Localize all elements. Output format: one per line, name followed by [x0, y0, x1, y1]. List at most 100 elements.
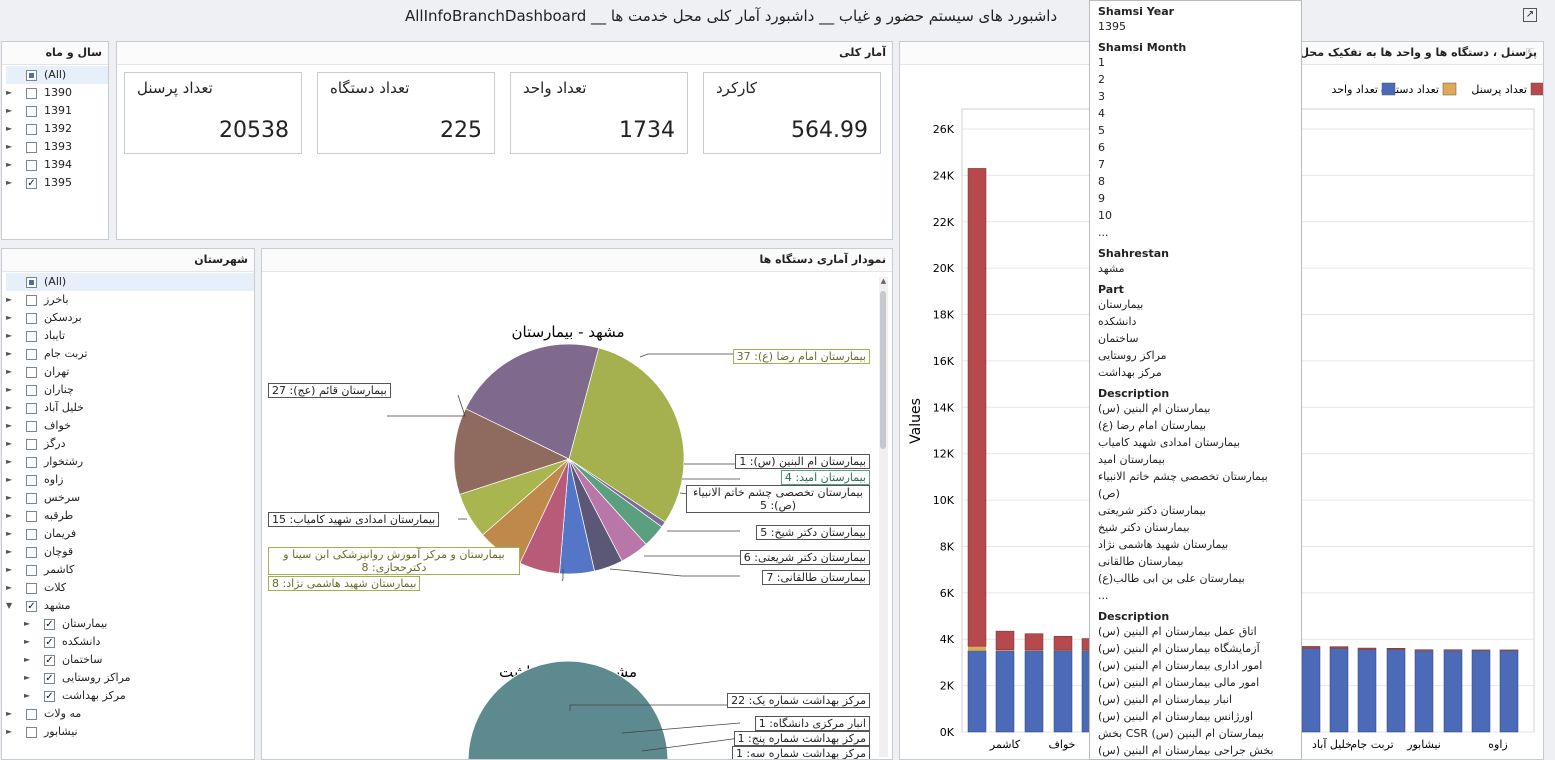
- tree-item[interactable]: ► چناران: [6, 381, 254, 399]
- checkbox[interactable]: [26, 709, 37, 720]
- tree-item[interactable]: ► فریمان: [6, 525, 254, 543]
- expand-arrow-icon[interactable]: ►: [6, 439, 13, 448]
- checkbox[interactable]: [26, 439, 37, 450]
- checkbox[interactable]: [26, 511, 37, 522]
- tree-item[interactable]: ► 1391: [6, 102, 108, 120]
- checkbox[interactable]: [26, 331, 37, 342]
- checkbox[interactable]: [26, 70, 37, 81]
- bar-segment-units[interactable]: [1386, 649, 1406, 733]
- tree-item[interactable]: ► تهران: [6, 363, 254, 381]
- tree-item[interactable]: ► ✓ بیمارستان: [24, 615, 254, 633]
- checkbox[interactable]: [26, 349, 37, 360]
- pie-slice[interactable]: [467, 660, 669, 760]
- bar-segment-units[interactable]: [967, 650, 987, 733]
- checkbox[interactable]: [26, 385, 37, 396]
- bar-segment-units[interactable]: [1357, 649, 1377, 733]
- expand-arrow-icon[interactable]: ►: [6, 349, 13, 358]
- checkbox[interactable]: [26, 583, 37, 594]
- tree-item[interactable]: ► 1390: [6, 84, 108, 102]
- tree-item[interactable]: ► ✓ ساختمان: [24, 651, 254, 669]
- expand-arrow-icon[interactable]: ►: [6, 142, 13, 151]
- tree-item[interactable]: ► 1393: [6, 138, 108, 156]
- bar-segment-units[interactable]: [1414, 650, 1434, 733]
- checkbox[interactable]: [26, 493, 37, 504]
- checkbox[interactable]: [26, 565, 37, 576]
- tree-item[interactable]: (All): [6, 66, 108, 84]
- checkbox[interactable]: [26, 124, 37, 135]
- expand-arrow-icon[interactable]: ►: [6, 475, 13, 484]
- expand-arrow-icon[interactable]: ►: [24, 673, 31, 682]
- tree-item[interactable]: ► زاوه: [6, 471, 254, 489]
- pie-slice[interactable]: [465, 343, 600, 460]
- tree-item[interactable]: ▼ ✓ مشهد: [6, 597, 254, 615]
- tree-item[interactable]: ► تایباد: [6, 327, 254, 345]
- bar-segment-devices[interactable]: [1054, 650, 1072, 651]
- tree-item[interactable]: ► باخرز: [6, 291, 254, 309]
- tree-item[interactable]: ► تربت جام: [6, 345, 254, 363]
- checkbox[interactable]: [26, 277, 37, 288]
- expand-arrow-icon[interactable]: ►: [6, 493, 13, 502]
- checkbox[interactable]: [26, 403, 37, 414]
- tree-item[interactable]: ► رشتخوار: [6, 453, 254, 471]
- expand-arrow-icon[interactable]: ►: [6, 547, 13, 556]
- expand-arrow-icon[interactable]: ►: [6, 709, 13, 718]
- bar-segment-units[interactable]: [1301, 648, 1321, 733]
- tree-item[interactable]: ► ✓ دانشکده: [24, 633, 254, 651]
- pie-slice[interactable]: [453, 408, 570, 495]
- expand-arrow-icon[interactable]: ►: [24, 637, 31, 646]
- checkbox[interactable]: [26, 457, 37, 468]
- checkbox[interactable]: ✓: [44, 673, 55, 684]
- tree-item[interactable]: ► خلیل آباد: [6, 399, 254, 417]
- bar-segment-personnel[interactable]: [1301, 646, 1321, 649]
- checkbox[interactable]: [26, 421, 37, 432]
- tree-item[interactable]: ► نیشابور: [6, 723, 254, 741]
- expand-arrow-icon[interactable]: ►: [24, 619, 31, 628]
- expand-arrow-icon[interactable]: ►: [6, 583, 13, 592]
- expand-arrow-icon[interactable]: ►: [6, 124, 13, 133]
- bar-segment-units[interactable]: [1024, 650, 1044, 733]
- checkbox[interactable]: [26, 529, 37, 540]
- bar-segment-units[interactable]: [1499, 650, 1519, 733]
- checkbox[interactable]: [26, 547, 37, 558]
- expand-arrow-icon[interactable]: ►: [24, 691, 31, 700]
- tree-item[interactable]: ► طرقبه: [6, 507, 254, 525]
- tree-item[interactable]: ► ✓ مرکز بهداشت: [24, 687, 254, 705]
- checkbox[interactable]: [26, 106, 37, 117]
- expand-arrow-icon[interactable]: ►: [6, 511, 13, 520]
- pie-slice[interactable]: [568, 347, 685, 523]
- checkbox[interactable]: [26, 142, 37, 153]
- tree-item[interactable]: ► ✓ مراکز روستایی: [24, 669, 254, 687]
- tree-item[interactable]: ► 1394: [6, 156, 108, 174]
- expand-arrow-icon[interactable]: ►: [24, 655, 31, 664]
- expand-arrow-icon[interactable]: ►: [6, 421, 13, 430]
- tree-item[interactable]: ► کلات: [6, 579, 254, 597]
- tree-item[interactable]: ► ✓ 1395: [6, 174, 108, 192]
- tree-item[interactable]: ► درگز: [6, 435, 254, 453]
- expand-arrow-icon[interactable]: ►: [6, 331, 13, 340]
- expand-arrow-icon[interactable]: ►: [6, 295, 13, 304]
- bar-segment-units[interactable]: [1471, 650, 1491, 733]
- checkbox[interactable]: [26, 475, 37, 486]
- export-icon[interactable]: ↗: [1523, 8, 1537, 22]
- checkbox[interactable]: [26, 313, 37, 324]
- expand-arrow-icon[interactable]: ►: [6, 529, 13, 538]
- bar-segment-units[interactable]: [995, 650, 1015, 733]
- bar-segment-units[interactable]: [1443, 650, 1463, 733]
- bar-segment-personnel[interactable]: [967, 168, 987, 647]
- checkbox[interactable]: ✓: [26, 178, 37, 189]
- bar-segment-personnel[interactable]: [1443, 649, 1463, 651]
- checkbox[interactable]: [26, 160, 37, 171]
- tree-item[interactable]: ► قوچان: [6, 543, 254, 561]
- bar-segment-personnel[interactable]: [1357, 647, 1377, 650]
- checkbox[interactable]: [26, 295, 37, 306]
- expand-arrow-icon[interactable]: ►: [6, 727, 13, 736]
- expand-arrow-icon[interactable]: ►: [6, 367, 13, 376]
- expand-arrow-icon[interactable]: ►: [6, 403, 13, 412]
- tree-item[interactable]: ► بردسکن: [6, 309, 254, 327]
- checkbox[interactable]: ✓: [44, 691, 55, 702]
- bar-segment-devices[interactable]: [996, 649, 1014, 651]
- expand-arrow-icon[interactable]: ►: [6, 385, 13, 394]
- expand-arrow-icon[interactable]: ►: [6, 88, 13, 97]
- expand-arrow-icon[interactable]: ►: [6, 565, 13, 574]
- checkbox[interactable]: ✓: [44, 619, 55, 630]
